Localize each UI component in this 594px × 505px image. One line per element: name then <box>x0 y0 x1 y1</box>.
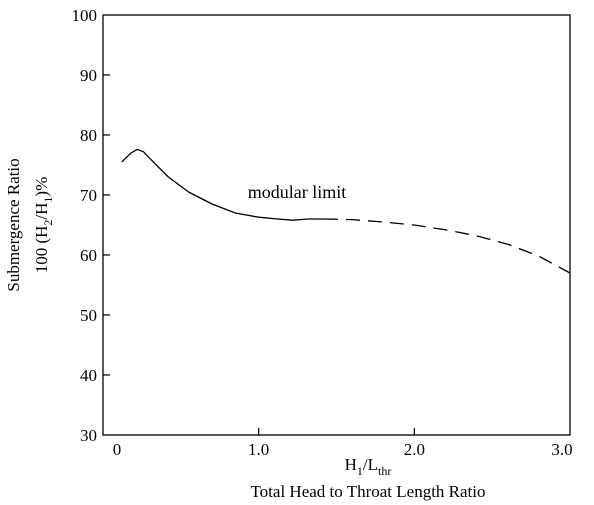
y-tick-label: 30 <box>80 426 97 445</box>
y-tick-label: 50 <box>80 306 97 325</box>
plot-area-frame <box>102 14 571 436</box>
y-tick-label: 70 <box>80 186 97 205</box>
series-line-dashed <box>323 218 571 274</box>
x-axis-label-H: H <box>345 455 357 474</box>
x-tick-label: 3.0 <box>551 440 572 459</box>
x-axis-label-slash: /L <box>363 455 378 474</box>
x-tick-label: 1.0 <box>248 440 269 459</box>
x-axis-label: H1/Lthr <box>345 455 392 478</box>
y-formula-mid: /H <box>32 203 51 220</box>
x-tick-label: 2.0 <box>404 440 425 459</box>
x-axis-description: Total Head to Throat Length Ratio <box>250 482 485 501</box>
y-formula-prefix: 100 (H <box>32 226 51 274</box>
x-axis-label-sub1: 1 <box>357 464 363 478</box>
x-axis-ticks: 0 1.0 2.0 3.0 <box>113 428 573 459</box>
y-tick-label: 80 <box>80 126 97 145</box>
y-formula-sub1: 1 <box>41 197 55 203</box>
modular-limit-annotation: modular limit <box>248 182 347 202</box>
y-axis-label: Submergence Ratio <box>4 158 23 291</box>
y-tick-label: 60 <box>80 246 97 265</box>
series-line-solid <box>121 148 324 221</box>
y-formula-sub2: 2 <box>41 220 55 226</box>
y-tick-label: 40 <box>80 366 97 385</box>
x-tick-label: 0 <box>113 440 122 459</box>
y-tick-label: 90 <box>80 66 97 85</box>
series-layer <box>121 148 571 274</box>
y-tick-label: 100 <box>72 6 98 25</box>
y-axis-label-formula: 100 (H2/H1)% <box>32 177 55 274</box>
y-formula-suffix: )% <box>32 177 51 197</box>
y-axis-ticks: 30 40 50 60 70 80 90 100 <box>72 6 110 445</box>
x-axis-label-sub-thr: thr <box>378 464 391 478</box>
